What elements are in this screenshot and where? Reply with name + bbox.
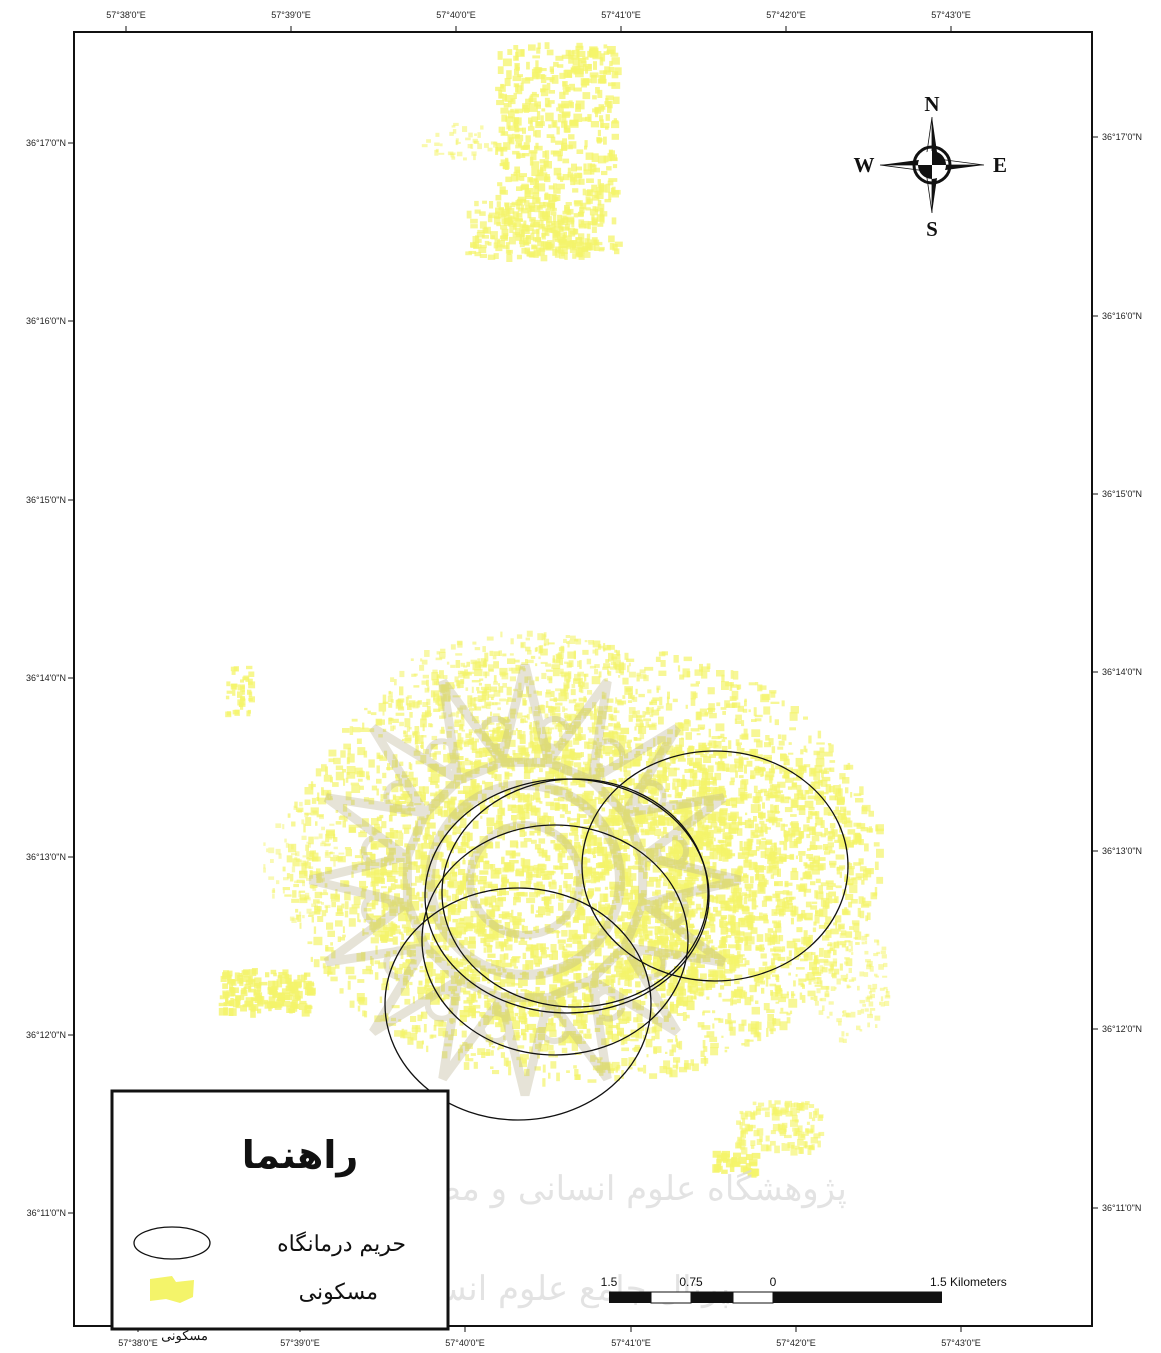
clinic-buffer-circle bbox=[441, 778, 709, 1008]
scale-label-mid: 0.75 bbox=[679, 1275, 703, 1289]
compass-east: E bbox=[993, 153, 1007, 177]
scale-label-right: 1.5 Kilometers bbox=[930, 1275, 1007, 1289]
latitude-label-left: 36°12'0"N bbox=[26, 1030, 66, 1040]
legend-label-buffer: حریم درمانگاه bbox=[277, 1231, 406, 1257]
compass-south: S bbox=[926, 217, 938, 241]
latitude-label-right: 36°13'0"N bbox=[1102, 846, 1142, 856]
latitude-label-left: 36°15'0"N bbox=[26, 495, 66, 505]
legend-title: راهنما bbox=[242, 1133, 359, 1177]
latitude-label-left: 36°14'0"N bbox=[26, 673, 66, 683]
longitude-label-bottom: 57°39'0"E bbox=[280, 1338, 320, 1348]
latitude-label-right: 36°12'0"N bbox=[1102, 1024, 1142, 1034]
graticule-ticks: 57°38'0"E 57°39'0"E 57°40'0"E 57°41'0"E 57°4… bbox=[26, 10, 1142, 1348]
watermark-rosette bbox=[308, 663, 742, 1097]
latitude-label-right: 36°14'0"N bbox=[1102, 667, 1142, 677]
legend-label-residential: مسکونی bbox=[299, 1280, 378, 1305]
clinic-buffers bbox=[384, 750, 849, 1121]
scale-label-zero: 0 bbox=[770, 1275, 777, 1289]
longitude-label-top: 57°39'0"E bbox=[271, 10, 311, 20]
latitude-label-left: 36°13'0"N bbox=[26, 852, 66, 862]
legend-buffer-symbol bbox=[133, 1226, 211, 1260]
longitude-label-top: 57°42'0"E bbox=[766, 10, 806, 20]
latitude-label-right: 36°17'0"N bbox=[1102, 132, 1142, 142]
scale-label-left: 1.5 bbox=[601, 1275, 618, 1289]
latitude-label-right: 36°11'0"N bbox=[1102, 1203, 1141, 1213]
scale-bar: 1.5 0.75 0 1.5 Kilometers bbox=[601, 1275, 1007, 1304]
latitude-label-right: 36°15'0"N bbox=[1102, 489, 1142, 499]
longitude-label-bottom: 57°42'0"E bbox=[776, 1338, 816, 1348]
longitude-label-bottom: 57°43'0"E bbox=[941, 1338, 981, 1348]
legend: راهنما حریم درمانگاه مسکونی bbox=[110, 1089, 450, 1331]
latitude-label-right: 36°16'0"N bbox=[1102, 311, 1142, 321]
longitude-label-top: 57°40'0"E bbox=[436, 10, 476, 20]
residential-areas bbox=[218, 42, 891, 1178]
longitude-label-top: 57°38'0"E bbox=[106, 10, 146, 20]
stray-legend-label: مسکونی bbox=[161, 1329, 208, 1344]
compass-west: W bbox=[854, 153, 875, 177]
longitude-label-bottom: 57°38'0"E bbox=[118, 1338, 158, 1348]
longitude-label-top: 57°41'0"E bbox=[601, 10, 641, 20]
latitude-label-left: 36°11'0"N bbox=[27, 1208, 66, 1218]
compass-north: N bbox=[924, 92, 939, 116]
clinic-buffer-circle bbox=[384, 887, 652, 1121]
clinic-buffer-circle bbox=[421, 824, 689, 1056]
legend-residential-symbol bbox=[150, 1276, 194, 1303]
longitude-label-bottom: 57°41'0"E bbox=[611, 1338, 651, 1348]
longitude-label-bottom: 57°40'0"E bbox=[445, 1338, 485, 1348]
clinic-buffer-circle bbox=[581, 750, 849, 982]
north-arrow: N S E W bbox=[854, 92, 1008, 241]
longitude-label-top: 57°43'0"E bbox=[931, 10, 971, 20]
latitude-label-left: 36°16'0"N bbox=[26, 316, 66, 326]
latitude-label-left: 36°17'0"N bbox=[26, 138, 66, 148]
